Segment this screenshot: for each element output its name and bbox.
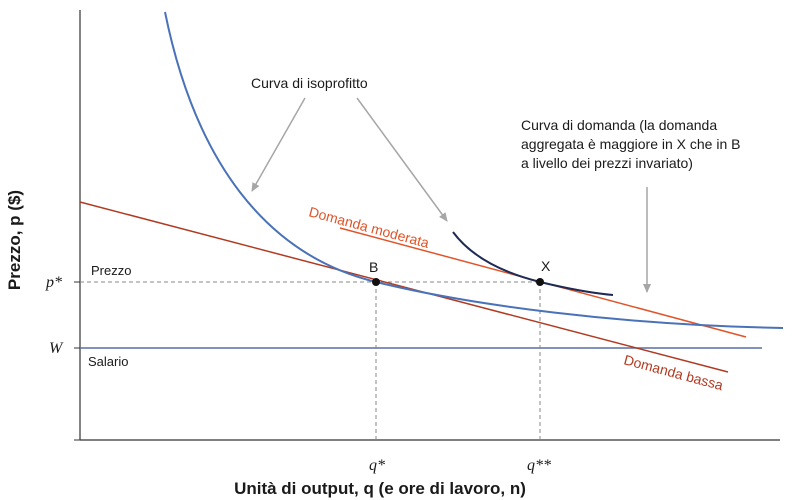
demand-annotation-line-1: Curva di domanda (la domanda [521, 117, 717, 133]
y-tick-p-star-label: p* [45, 274, 62, 291]
wage-label: Salario [88, 354, 128, 369]
point-b-label: B [369, 259, 378, 275]
isoprofit-annotation: Curva di isoprofitto [251, 75, 368, 91]
x-axis-title: Unità di output, q (e ore di lavoro, n) [234, 479, 526, 498]
x-tick-q-star-label: q* [369, 457, 385, 474]
isoprofit-arrow-left [251, 97, 306, 192]
point-x-label: X [541, 258, 551, 274]
y-axis-title: Prezzo, p ($) [5, 190, 24, 290]
demand-annotation-line-3: a livello dei prezzi invariato) [521, 155, 693, 171]
demand-low-curve [79, 201, 729, 373]
price-label: Prezzo [91, 263, 131, 278]
isoprofit-curve-high [452, 231, 614, 296]
y-tick-w-label: W [49, 340, 64, 357]
isoprofit-arrow-right [356, 97, 448, 222]
demand-annotation-line-2: aggregata è maggiore in X che in B [521, 136, 740, 152]
x-tick-q-star-star-label: q** [527, 457, 551, 474]
point-b [372, 278, 380, 286]
point-x [536, 278, 544, 286]
demand-moderate-label: Domanda moderata [307, 203, 431, 251]
